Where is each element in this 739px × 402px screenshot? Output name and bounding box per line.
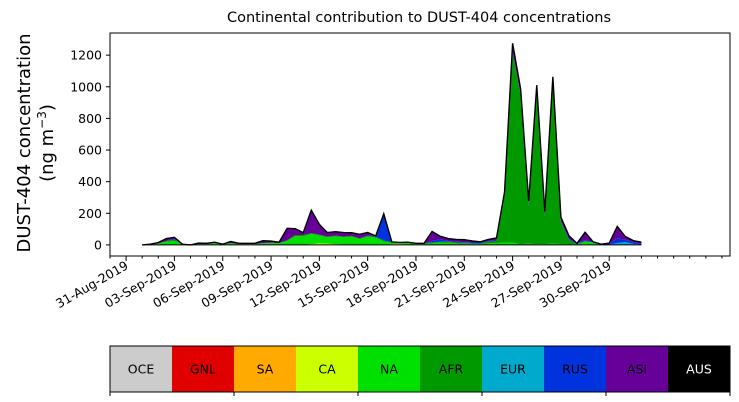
y-axis-label-unit-suffix: ) <box>37 104 58 111</box>
area-series-asi <box>142 45 642 245</box>
chart-title: Continental contribution to DUST-404 con… <box>227 10 611 26</box>
total-outline <box>142 43 642 246</box>
legend-swatch-sa <box>234 346 296 392</box>
legend-label-rus: RUS <box>562 362 588 377</box>
legend-swatch-eur <box>482 346 544 392</box>
legend-label-eur: EUR <box>500 362 526 377</box>
plot-frame <box>109 32 731 257</box>
y-axis-label-unit-prefix: (ng m <box>37 129 58 182</box>
legend-swatch-asi <box>606 346 668 392</box>
area-series-rus <box>142 51 642 245</box>
legend-label-asi: ASI <box>627 362 647 377</box>
legend-swatch-gnl <box>172 346 234 392</box>
y-tick-label: 1000 <box>70 79 102 94</box>
legend-label-oce: OCE <box>128 362 155 377</box>
y-axis-label-line2: (ng m−3) <box>35 104 58 182</box>
y-tick-label: 600 <box>78 143 102 158</box>
legend-label-na: NA <box>380 362 398 377</box>
legend-swatch-oce <box>110 346 172 392</box>
y-axis-label-unit-sup: −3 <box>35 111 49 129</box>
area-series-aus <box>142 43 642 245</box>
legend-swatch-ca <box>296 346 358 392</box>
area-series-eur <box>142 52 642 245</box>
y-tick-label: 800 <box>78 111 102 126</box>
legend-swatch-rus <box>544 346 606 392</box>
y-tick-label: 200 <box>78 206 102 221</box>
legend: OCE GNL SA CA NA AFR EUR RUS ASI AUS <box>109 345 731 396</box>
legend-label-aus: AUS <box>686 362 712 377</box>
y-axis-label: DUST-404 concentration (ng m−3) <box>14 33 58 252</box>
legend-label-ca: CA <box>318 362 336 377</box>
legend-label-afr: AFR <box>439 362 464 377</box>
y-tick-label: 1200 <box>70 48 102 63</box>
legend-swatch-afr <box>420 346 482 392</box>
legend-label-sa: SA <box>257 362 274 377</box>
y-tick-label: 400 <box>78 174 102 189</box>
legend-frame <box>109 345 731 393</box>
legend-swatch-na <box>358 346 420 392</box>
y-tick-label: 0 <box>94 237 102 252</box>
legend-label-gnl: GNL <box>190 362 216 377</box>
y-axis-label-line1: DUST-404 concentration <box>14 33 35 252</box>
legend-swatch-aus <box>668 346 730 392</box>
area-series-afr <box>142 52 642 245</box>
plot-area: 02004006008001000120031-Aug-201903-Sep-2… <box>53 32 731 311</box>
